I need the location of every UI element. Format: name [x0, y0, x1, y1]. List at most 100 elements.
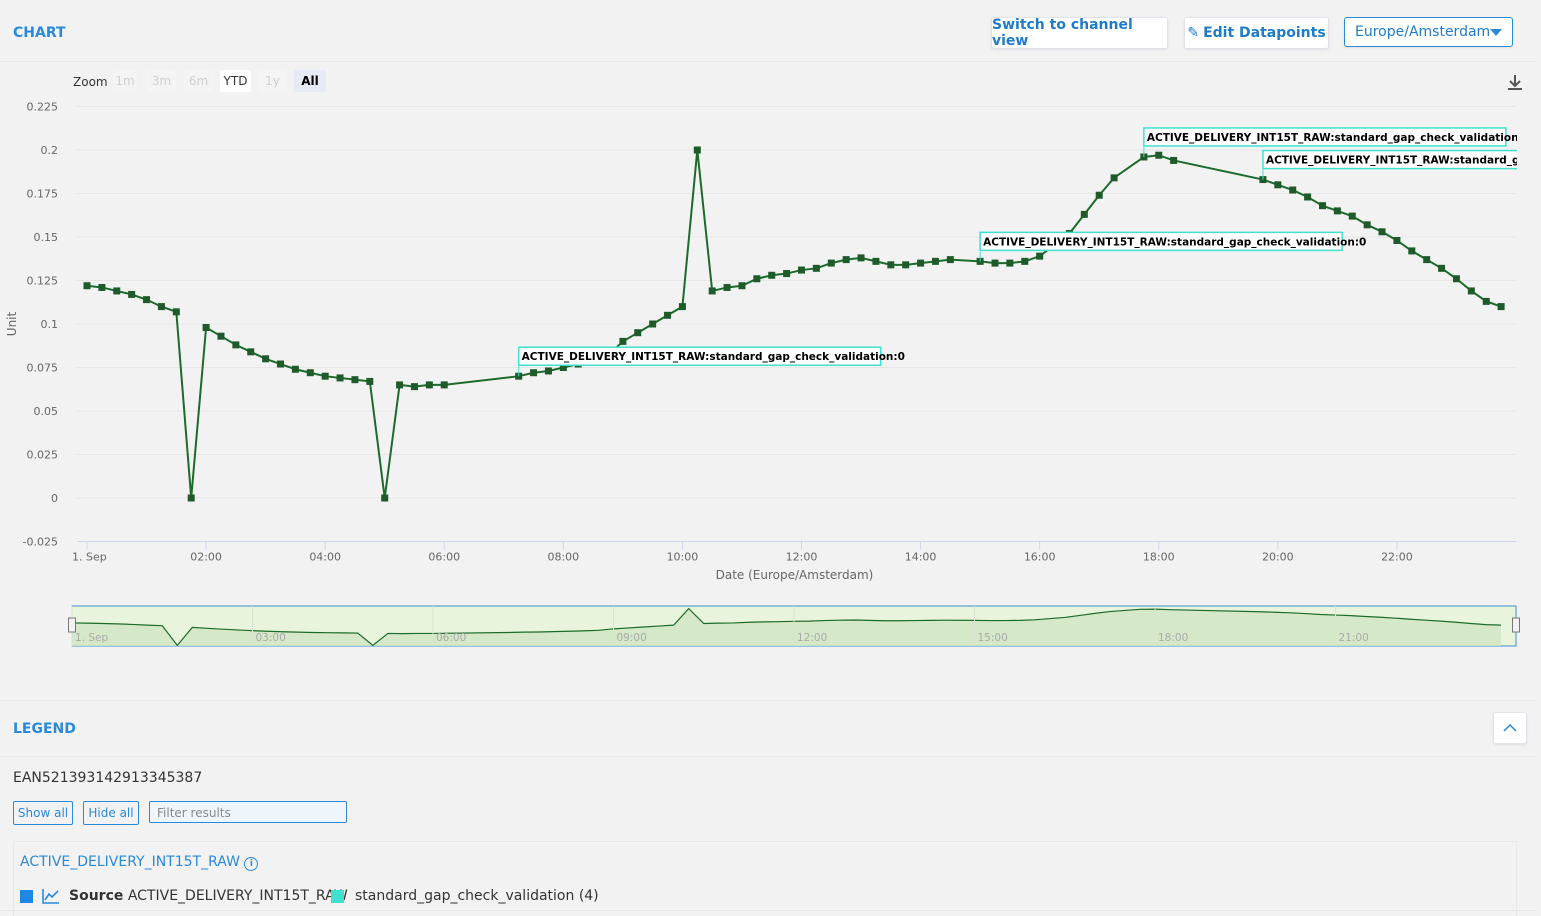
flag-swatch[interactable]	[331, 890, 344, 903]
navigator-label: 1. Sep	[75, 632, 108, 644]
data-point	[1333, 207, 1341, 215]
data-point	[1318, 202, 1326, 210]
data-point	[1155, 151, 1163, 159]
data-point	[530, 369, 538, 377]
data-point	[187, 494, 195, 502]
data-point	[321, 372, 329, 380]
data-point	[410, 383, 418, 391]
show-all-button[interactable]: Show all	[13, 801, 73, 825]
flag-box	[517, 346, 882, 366]
data-point	[143, 296, 151, 304]
data-point	[247, 348, 255, 356]
data-point	[812, 264, 820, 272]
data-point	[827, 259, 835, 267]
x-tick-label: 06:00	[428, 551, 460, 564]
data-point	[634, 329, 642, 337]
edit-datapoints-button[interactable]: ✎ Edit Datapoints	[1184, 17, 1329, 49]
flag: ACTIVE_DELIVERY_INT15T_RAW:standard_gap_…	[1262, 149, 1517, 180]
data-point	[649, 320, 657, 328]
y-tick-label: 0.025	[27, 449, 59, 462]
y-tick-label: -0.025	[23, 536, 58, 549]
data-point	[440, 381, 448, 389]
timezone-select[interactable]: Europe/Amsterdam	[1344, 17, 1513, 47]
navigator-label: 21:00	[1339, 632, 1369, 644]
y-tick-label: 0.125	[27, 275, 59, 288]
flag: ACTIVE_DELIVERY_INT15T_RAW:standard_gap_…	[517, 346, 905, 377]
data-point	[202, 323, 210, 331]
flag-item: standard_gap_check_validation (4)	[355, 888, 599, 904]
flag-label: ACTIVE_DELIVERY_INT15T_RAW:standard_gap_…	[522, 351, 905, 363]
data-point	[396, 381, 404, 389]
data-point	[664, 311, 672, 319]
chart-header: CHART	[13, 25, 66, 41]
data-point	[768, 271, 776, 279]
y-tick-label: 0.2	[41, 144, 59, 157]
data-point	[1006, 259, 1014, 267]
flag: ACTIVE_DELIVERY_INT15T_RAW:standard_gap_…	[1143, 127, 1517, 157]
navigator-handle[interactable]	[1512, 617, 1520, 633]
x-tick-label: 22:00	[1381, 551, 1413, 564]
data-point	[991, 259, 999, 267]
data-point	[1348, 212, 1356, 220]
data-point	[1452, 275, 1460, 283]
channel-view-button[interactable]: Switch to channel view	[991, 17, 1168, 49]
hide-all-button[interactable]: Hide all	[83, 801, 139, 825]
data-point	[351, 376, 359, 384]
collapse-button[interactable]	[1493, 712, 1527, 744]
data-point	[1095, 191, 1103, 199]
data-point	[291, 365, 299, 373]
caret	[1490, 29, 1502, 36]
zoom-button[interactable]: 6m	[184, 70, 213, 92]
data-point	[1393, 236, 1401, 244]
navigator-label: 18:00	[1158, 632, 1188, 644]
x-tick-label: 12:00	[786, 551, 818, 564]
flag-box	[1262, 149, 1517, 170]
data-point	[1482, 297, 1490, 305]
info-icon[interactable]: i	[244, 857, 259, 871]
data-point	[738, 282, 746, 290]
flag-box	[1143, 127, 1507, 147]
chart: -0.025 0 0.025 0.05 0.075 0.1 0.125 0.15 0.175 0.…	[5, 101, 1520, 647]
data-point	[217, 332, 225, 340]
navigator-line	[71, 607, 1501, 647]
data-point	[1378, 228, 1386, 236]
x-tick-label: 18:00	[1143, 551, 1175, 564]
data-point	[946, 256, 954, 264]
zoom-button[interactable]: YTD	[220, 70, 251, 92]
zoom-button[interactable]: 1m	[113, 70, 137, 92]
data-point	[619, 337, 627, 345]
data-point	[262, 355, 270, 363]
y-tick-label: 0	[51, 492, 58, 505]
zoom-button[interactable]: 3m	[147, 70, 176, 92]
navigator-label: 12:00	[797, 632, 827, 644]
data-point	[381, 494, 389, 502]
data-point	[128, 290, 136, 298]
y-tick-label: 0.175	[27, 188, 59, 201]
x-tick-label: 02:00	[190, 551, 222, 564]
zoom-label: Zoom	[73, 75, 108, 89]
source-swatch[interactable]	[20, 890, 33, 903]
data-point	[783, 270, 791, 278]
x-tick-label: 04:00	[309, 551, 341, 564]
y-axis-title: Unit	[5, 311, 19, 336]
flag-label: ACTIVE_DELIVERY_INT15T_RAW:standard_gap_…	[983, 236, 1366, 248]
download-icon[interactable]	[1506, 73, 1524, 91]
y-tick-label: 0.05	[34, 405, 59, 418]
x-tick-label: 1. Sep	[72, 551, 107, 564]
filter-input[interactable]: Filter results	[149, 801, 347, 823]
data-point	[172, 308, 180, 316]
data-point	[366, 377, 374, 385]
x-tick-label: 14:00	[905, 551, 937, 564]
data-point	[1036, 252, 1044, 260]
navigator-label: 15:00	[978, 632, 1008, 644]
data-point	[931, 257, 939, 265]
data-point	[98, 283, 106, 291]
data-point	[902, 261, 910, 269]
navigator-label: 09:00	[617, 632, 647, 644]
data-point	[113, 287, 121, 295]
zoom-button[interactable]: All	[294, 70, 326, 92]
zoom-button[interactable]: 1y	[258, 70, 287, 92]
navigator-handle[interactable]	[68, 617, 76, 633]
flag: ACTIVE_DELIVERY_INT15T_RAW:standard_gap_…	[979, 231, 1366, 262]
